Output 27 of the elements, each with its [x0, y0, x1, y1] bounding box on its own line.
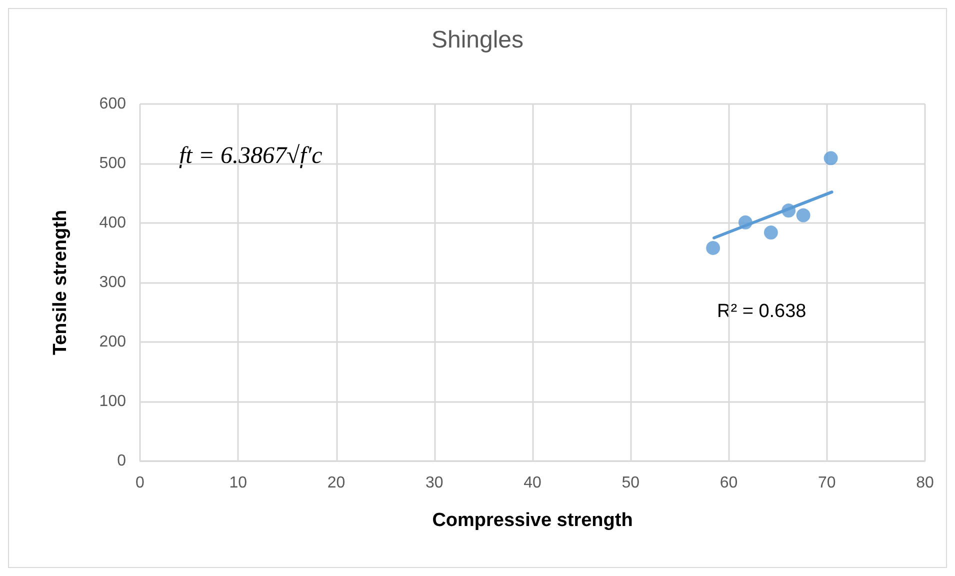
- x-tick-label: 60: [720, 474, 738, 492]
- x-tick-label: 80: [916, 474, 934, 492]
- y-tick-label: 600: [99, 96, 126, 112]
- x-tick-label: 20: [327, 474, 346, 492]
- point: [824, 151, 838, 166]
- x-axis-title: Compressive strength: [432, 510, 633, 531]
- x-tick-label: 0: [136, 474, 145, 492]
- x-tick-label: 10: [229, 474, 248, 492]
- annotation: ft = 6.3867√f′c: [179, 143, 323, 169]
- y-tick-label: 100: [99, 393, 126, 410]
- y-tick-label: 300: [99, 274, 126, 291]
- x-tick-label: 70: [818, 474, 836, 492]
- point: [782, 204, 796, 218]
- y-axis-title: Tensile strength: [50, 210, 71, 356]
- y-tick-label: 400: [99, 214, 126, 232]
- x-tick-label: 30: [425, 474, 444, 492]
- y-tick-label: 200: [99, 334, 126, 350]
- x-tick-label: 40: [524, 474, 542, 492]
- point: [796, 208, 810, 222]
- y-tick-label: 500: [99, 155, 126, 172]
- annotation: R² = 0.638: [717, 301, 806, 322]
- point: [738, 215, 752, 230]
- point: [764, 226, 778, 240]
- chart-title: Shingles: [431, 26, 524, 54]
- y-tick-label: 0: [117, 452, 126, 470]
- point: [706, 240, 720, 255]
- x-tick-label: 50: [622, 474, 640, 492]
